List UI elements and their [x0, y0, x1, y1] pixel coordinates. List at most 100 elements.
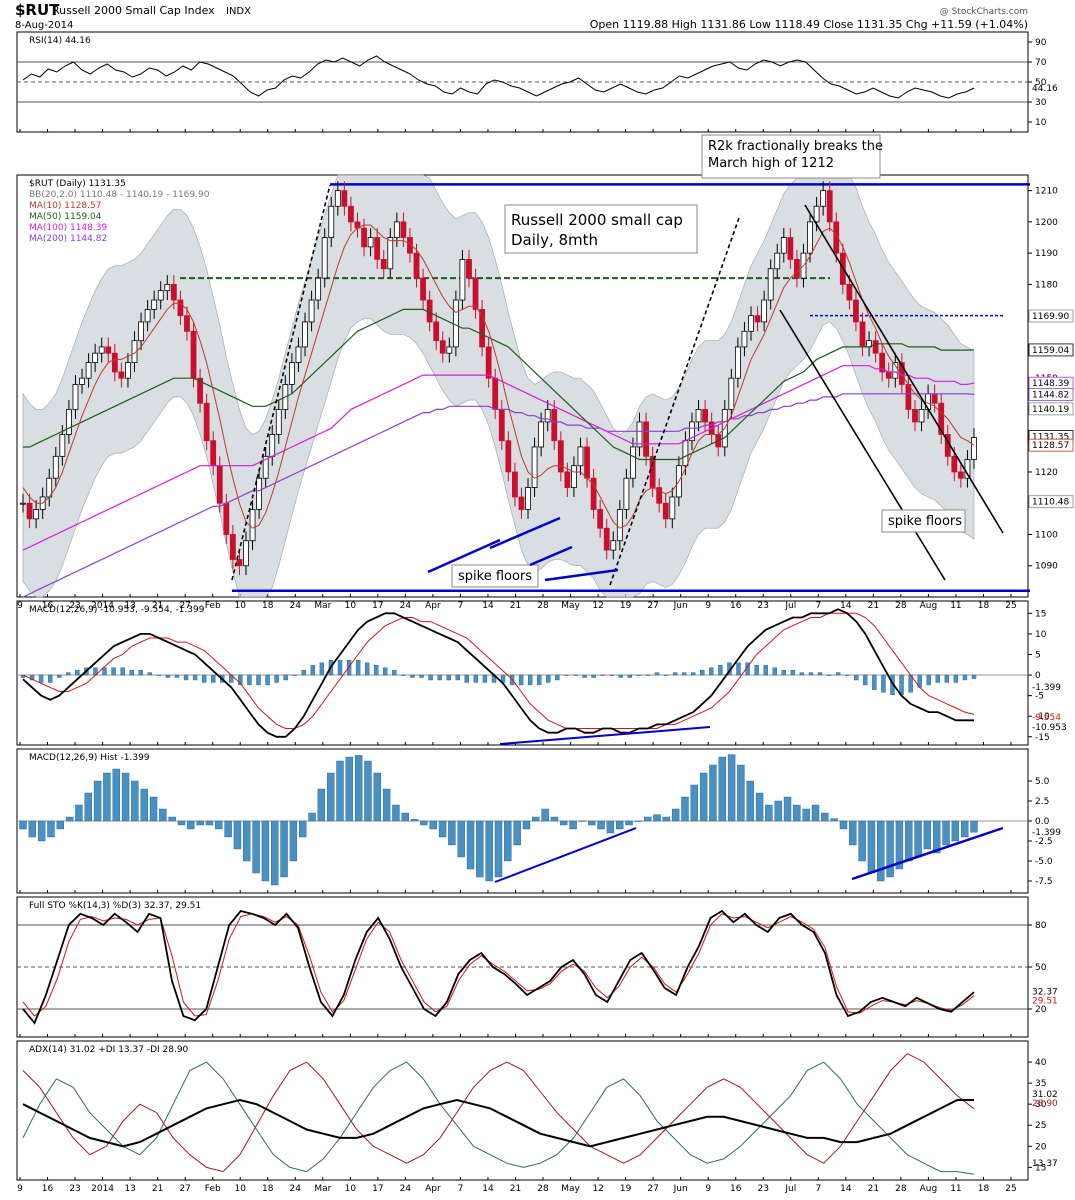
adx-ytick-label: 30 [1035, 1100, 1047, 1110]
hist-bar [933, 820, 941, 854]
candle-body [66, 409, 72, 435]
candle-body [571, 465, 577, 488]
macd-histogram-bar [319, 662, 325, 676]
candle-body [879, 352, 886, 373]
x-tick-label: 27 [179, 601, 190, 611]
candle-body [754, 315, 761, 323]
macd-histogram-bar [899, 674, 904, 696]
x-tick-label: Feb [205, 1184, 221, 1194]
macd-histogram-bar [374, 664, 379, 676]
macd-histogram-bar [663, 674, 669, 676]
candle-body [413, 252, 420, 279]
hist-bar [532, 816, 540, 822]
candle-body [669, 496, 676, 520]
sto-last-label: 32.37 [1032, 988, 1058, 998]
hist-bar [121, 772, 130, 822]
macd-histogram-bar [763, 664, 768, 676]
price-ytick-label: 1210 [1035, 187, 1058, 197]
macd-last-label: -10.953 [1032, 723, 1067, 733]
candle-body [853, 299, 859, 323]
macd-line [22, 608, 974, 738]
candle-body [229, 534, 236, 560]
header-ohlc: Open 1119.88 High 1131.86 Low 1118.49 Cl… [590, 18, 1028, 31]
x-tick-label: 24 [290, 1184, 302, 1194]
hist-bar [243, 820, 251, 862]
sto-last-label: 29.51 [1032, 997, 1058, 1007]
macd-histogram-bar [609, 674, 614, 676]
macd-histogram-bar [691, 672, 696, 676]
candle-body [511, 471, 518, 498]
x-tick-label: 13 [124, 1184, 135, 1194]
trend-channel [609, 214, 741, 586]
candle-body [348, 205, 354, 223]
hist-bar [830, 818, 838, 822]
hist-bar [746, 780, 754, 822]
macd-histogram-bar [301, 669, 306, 676]
candle-body [138, 321, 144, 342]
hist-bar [709, 764, 717, 822]
macd-histogram-bar [192, 674, 198, 681]
hist-legend: MACD(12,26,9) Hist -1.399 [29, 753, 150, 763]
hist-bar [364, 760, 372, 822]
candle-body [400, 221, 407, 238]
adx-last-label: 13.37 [1032, 1159, 1058, 1169]
x-tick-label: 9 [705, 1184, 711, 1194]
macd-histogram-bar [410, 674, 415, 678]
rsi-ytick-label: 90 [1035, 38, 1047, 48]
hist-bar [429, 820, 437, 830]
hist-bar [783, 796, 792, 822]
price-tag-box [1028, 387, 1074, 401]
candle-body [243, 540, 249, 567]
header-symbol: $RUT [15, 1, 60, 19]
hist-bar [606, 820, 615, 834]
hist-bar [699, 772, 708, 822]
macd-histogram-bar [582, 674, 587, 678]
annotation-text: R2k fractionally breaks the [708, 139, 883, 154]
hist-bar [326, 772, 335, 822]
arrow-line [544, 568, 619, 582]
candle-body [20, 502, 26, 505]
candle-body [905, 384, 912, 410]
macd-histogram-bar [654, 672, 660, 676]
candle-body [367, 237, 374, 248]
hist-divergence-line [494, 827, 637, 883]
hist-bar [727, 754, 736, 822]
macd-histogram-bar [826, 674, 832, 676]
macd-histogram-bar [518, 674, 524, 686]
macd-histogram-bar [283, 674, 288, 681]
price-tag-label: 1159.04 [1032, 346, 1069, 356]
candle-body [957, 471, 964, 479]
candle-body [308, 299, 315, 323]
rsi-ytick-label: 50 [1035, 78, 1047, 88]
macd-histogram-bar [528, 674, 533, 686]
x-tick-label: 28 [895, 601, 907, 611]
x-tick-label: Mar [314, 601, 331, 611]
annotation-text: Daily, 8mth [511, 231, 598, 249]
x-tick-label: 28 [895, 1184, 907, 1194]
adx-last-label: 31.02 [1032, 1090, 1058, 1100]
hist-bar [392, 804, 400, 822]
macd-histogram-bar [38, 674, 44, 683]
x-tick-label: 23 [69, 601, 80, 611]
candle-body [492, 377, 499, 410]
hist-bar [858, 820, 866, 862]
x-tick-label: 2014 [91, 601, 114, 611]
x-tick-label: 14 [840, 1184, 852, 1194]
candle-body [695, 409, 702, 423]
hist-bar [671, 808, 680, 822]
price-tag-box [1028, 438, 1074, 452]
macd-histogram-bar [247, 674, 252, 686]
hist-bar [271, 820, 279, 886]
macd-histogram-bar [265, 674, 270, 686]
rsi-line [22, 55, 975, 99]
candle-body [584, 446, 590, 479]
adx-ytick-label: 35 [1035, 1079, 1046, 1089]
macd-histogram-bar [47, 674, 53, 683]
hist-bar [923, 820, 932, 850]
x-tick-label: 12 [592, 1184, 603, 1194]
candle-body [918, 409, 925, 423]
candle-body [269, 434, 276, 457]
price-ytick-label: 1190 [1035, 249, 1058, 259]
candle-body [498, 409, 505, 442]
hist-bar [755, 792, 764, 822]
